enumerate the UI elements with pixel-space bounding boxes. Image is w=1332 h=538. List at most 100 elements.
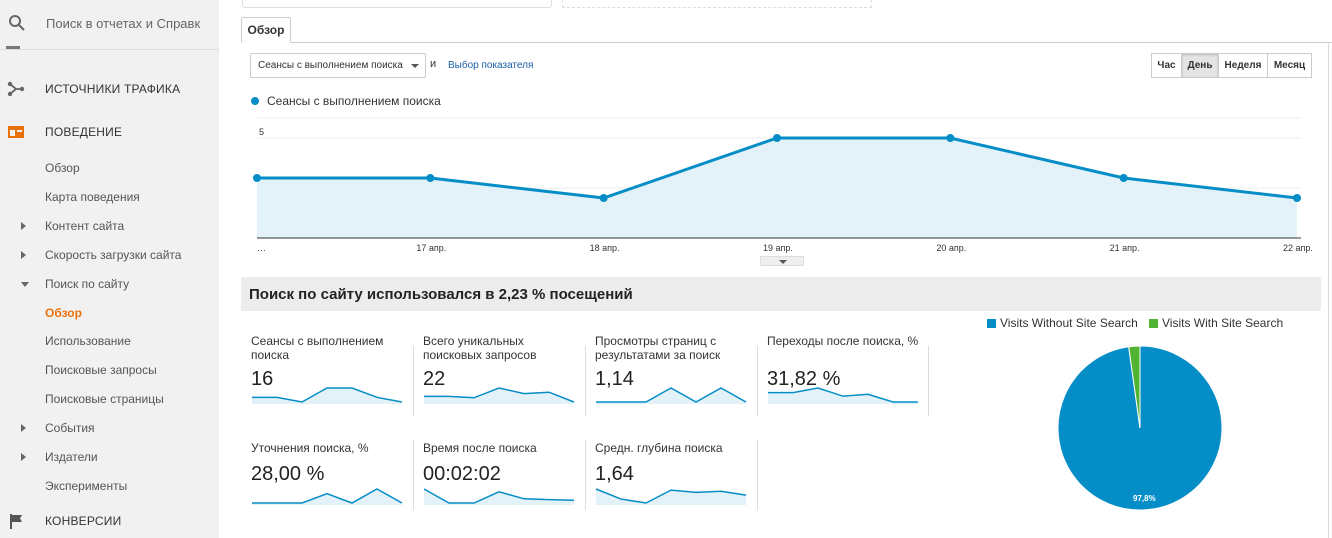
data-point bbox=[946, 134, 955, 142]
flag-icon bbox=[10, 514, 22, 529]
sidebar-item[interactable]: Издатели bbox=[0, 447, 219, 467]
sidebar-item[interactable]: Поисковые запросы bbox=[0, 360, 219, 380]
metric-select-value: Сеансы с выполнением поиска bbox=[258, 60, 403, 71]
sidebar-item-label: Карта поведения bbox=[45, 189, 140, 204]
caret-right-icon[interactable] bbox=[21, 250, 26, 259]
metric-tile[interactable]: Время после поиска 00:02:02 bbox=[423, 441, 593, 529]
sparkline-line bbox=[768, 387, 918, 403]
metric-tile[interactable]: Переходы после поиска, % 31,82 % bbox=[767, 334, 937, 422]
sidebar-item-label: Использование bbox=[45, 334, 131, 349]
metric-label: Средн. глубина поиска bbox=[595, 441, 723, 455]
sidebar-item[interactable]: Поиск по сайту bbox=[0, 274, 219, 294]
sparkline-line bbox=[252, 387, 403, 403]
caret-right-icon[interactable] bbox=[21, 453, 26, 461]
caret-right-icon[interactable] bbox=[21, 221, 26, 230]
legend-swatch bbox=[1149, 319, 1158, 328]
search-input[interactable]: Поиск в отчетах и Справк bbox=[46, 16, 201, 31]
chevron-down-icon bbox=[779, 260, 787, 264]
summary-title: Поиск по сайту использовался в 2,23 % по… bbox=[249, 286, 633, 303]
sidebar-search[interactable]: Поиск в отчетах и Справк bbox=[0, 0, 219, 50]
metric-tile[interactable]: Просмотры страниц с результатами за поис… bbox=[595, 334, 765, 422]
tile-divider bbox=[413, 440, 414, 510]
metric-tile[interactable]: Средн. глубина поиска 1,64 bbox=[595, 441, 765, 529]
metric-tile[interactable]: Сеансы с выполнением поиска 16 bbox=[251, 334, 421, 422]
sparkline bbox=[423, 488, 575, 505]
data-point bbox=[426, 174, 435, 182]
sidebar-item[interactable]: Карта поведения bbox=[0, 187, 219, 207]
sidebar-item[interactable]: Контент сайта bbox=[0, 216, 219, 236]
period-button[interactable]: Месяц bbox=[1267, 53, 1312, 78]
traffic-sources-icon bbox=[7, 81, 25, 97]
sidebar-item-label: Обзор bbox=[45, 161, 80, 175]
sidebar-section-label: ИСТОЧНИКИ ТРАФИКА bbox=[45, 82, 181, 96]
data-point bbox=[253, 174, 261, 182]
period-button[interactable]: Неделя bbox=[1218, 53, 1268, 78]
sidebar-item-label: Скорость загрузки сайта bbox=[45, 247, 182, 262]
add-segment-placeholder[interactable] bbox=[562, 0, 872, 8]
sidebar-item-label: Обзор bbox=[45, 305, 82, 320]
sparkline-area bbox=[596, 388, 746, 404]
sidebar-item-label: Эксперименты bbox=[45, 478, 128, 493]
pie-chart[interactable]: 97,8% bbox=[1057, 345, 1223, 511]
sidebar-item[interactable]: Поисковые страницы bbox=[0, 389, 219, 409]
sidebar-item-label: Контент сайта bbox=[45, 218, 125, 233]
x-tick-label: 19 апр. bbox=[763, 243, 793, 253]
sparkline-line bbox=[252, 488, 403, 504]
legend-swatch bbox=[987, 319, 996, 328]
data-point bbox=[599, 194, 608, 202]
divider bbox=[0, 49, 219, 50]
x-tick-label: … bbox=[257, 243, 266, 253]
metric-label: Сеансы с выполнением поиска bbox=[251, 334, 384, 362]
sidebar-section-behavior[interactable]: ПОВЕДЕНИЕ bbox=[0, 119, 219, 145]
caret-down-icon[interactable] bbox=[21, 281, 29, 287]
sidebar-item-label: Издатели bbox=[45, 450, 98, 464]
sidebar-item[interactable]: Обзор bbox=[0, 158, 219, 178]
sparkline-line bbox=[424, 387, 575, 403]
content-border bbox=[1328, 42, 1329, 538]
sparkline-area bbox=[424, 388, 574, 404]
metric-select[interactable]: Сеансы с выполнением поиска bbox=[250, 53, 426, 78]
line-chart[interactable]: 2,55…17 апр.18 апр.19 апр.20 апр.21 апр.… bbox=[231, 110, 1332, 270]
pie-slice bbox=[1128, 345, 1141, 429]
sparkline-area bbox=[252, 388, 402, 404]
metric-value: 1,64 bbox=[595, 463, 634, 485]
chevron-down-icon bbox=[411, 64, 419, 68]
behavior-icon bbox=[8, 126, 24, 138]
search-icon[interactable] bbox=[8, 14, 26, 32]
period-button[interactable]: Час bbox=[1151, 53, 1182, 78]
choose-metric-link[interactable]: Выбор показателя bbox=[448, 60, 534, 71]
metric-value: 1,14 bbox=[595, 368, 634, 390]
x-tick-label: 21 апр. bbox=[1110, 243, 1140, 253]
sparkline bbox=[252, 387, 403, 404]
sidebar-section-traffic[interactable]: ИСТОЧНИКИ ТРАФИКА bbox=[0, 76, 219, 102]
period-button[interactable]: День bbox=[1181, 53, 1219, 78]
sidebar-item[interactable]: Эксперименты bbox=[0, 476, 219, 496]
data-point bbox=[1293, 194, 1301, 202]
sidebar-item[interactable]: Использование bbox=[0, 331, 219, 351]
metric-label: Время после поиска bbox=[423, 441, 537, 455]
sidebar-item[interactable]: Обзор bbox=[0, 303, 219, 323]
pie-legend-item: Visits Without Site Search bbox=[987, 316, 1138, 330]
metric-value: 16 bbox=[251, 368, 274, 390]
tile-divider bbox=[757, 440, 758, 510]
segment-field[interactable] bbox=[242, 0, 552, 8]
sparkline-area bbox=[424, 489, 574, 505]
metric-label: Просмотры страниц с результатами за поис… bbox=[595, 334, 721, 362]
pie-legend-label: Visits Without Site Search bbox=[1000, 316, 1138, 330]
tab-divider bbox=[241, 42, 1332, 43]
caret-right-icon[interactable] bbox=[21, 424, 26, 433]
metric-value: 31,82 % bbox=[767, 368, 841, 390]
collapse-chart-button[interactable] bbox=[760, 256, 804, 266]
x-tick-label: 20 апр. bbox=[936, 243, 966, 253]
tab-overview[interactable]: Обзор bbox=[241, 17, 291, 43]
sidebar-item-label: Поисковые запросы bbox=[45, 363, 157, 378]
metric-tile[interactable]: Уточнения поиска, % 28,00 % bbox=[251, 441, 421, 529]
pie-slice-label: 97,8% bbox=[1133, 494, 1156, 503]
sparkline-line bbox=[423, 488, 575, 504]
sidebar-item[interactable]: События bbox=[0, 418, 219, 438]
sidebar-section-conversions[interactable]: КОНВЕРСИИ bbox=[0, 508, 219, 534]
sidebar-item[interactable]: Скорость загрузки сайта bbox=[0, 245, 219, 265]
chart-area bbox=[257, 138, 1297, 238]
and-label: и bbox=[430, 58, 437, 70]
metric-tile[interactable]: Всего уникальных поисковых запросов 22 bbox=[423, 334, 593, 422]
